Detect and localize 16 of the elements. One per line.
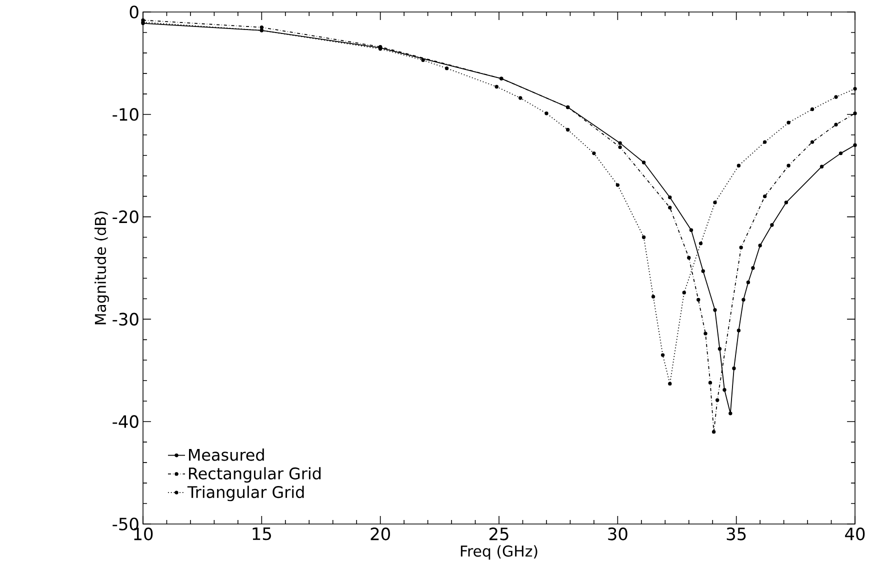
x-axis-title: Freq (GHz): [460, 545, 538, 560]
x-tick-label: 40: [845, 528, 865, 540]
x-tick-label: 15: [252, 528, 271, 540]
y-tick-label: -20: [112, 210, 138, 224]
y-tick-label: 0: [130, 6, 138, 18]
x-tick-label: 30: [608, 528, 628, 540]
legend-label: Triangular Grid: [187, 486, 304, 502]
x-tick-label: 20: [370, 528, 390, 540]
y-tick-label: -30: [112, 312, 138, 326]
y-tick-label: -10: [112, 108, 138, 121]
legend-label: Rectangular Grid: [189, 467, 321, 483]
x-tick-label: 25: [489, 528, 508, 540]
y-tick-label: -40: [112, 415, 138, 428]
legend-label: Measured: [189, 448, 264, 461]
y-axis-title: Magnitude (dB): [94, 212, 109, 324]
x-tick-label: 35: [726, 528, 746, 540]
